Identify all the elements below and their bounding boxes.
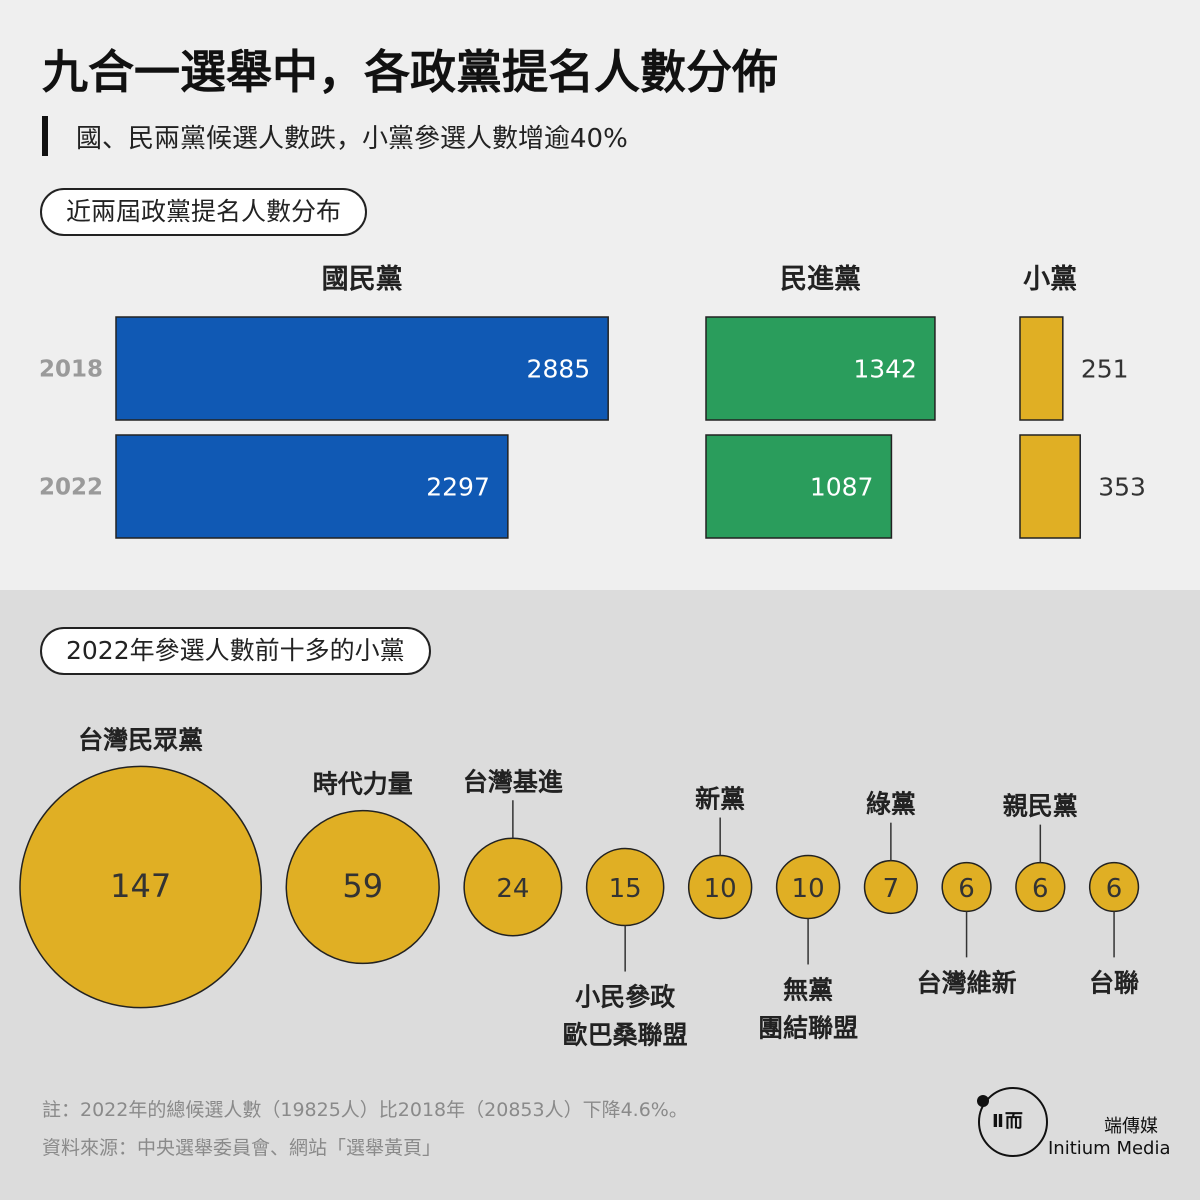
bubble-value-label: 10 bbox=[704, 874, 737, 904]
bar-value-label: 2885 bbox=[527, 355, 591, 384]
bubble bbox=[19, 765, 263, 1009]
party-name-label: 台灣維新 bbox=[917, 968, 1017, 997]
party-name-label: 歐巴桑聯盟 bbox=[563, 1021, 688, 1050]
party-name-label: 團結聯盟 bbox=[758, 1013, 858, 1042]
party-nominations-bar-chart: 2018 2022 國民黨 2885 2297 民進黨 1342 1087 小黨 251 353 bbox=[39, 264, 1146, 539]
party-name-label: 新黨 bbox=[695, 785, 745, 814]
bubble-value-label: 59 bbox=[342, 867, 383, 905]
party-name-label: 台灣民眾黨 bbox=[78, 725, 203, 754]
bar bbox=[115, 316, 609, 421]
bubble-value-label: 15 bbox=[609, 874, 642, 904]
party-header: 國民黨 bbox=[322, 264, 403, 295]
subtitle-accent-bar bbox=[42, 116, 48, 156]
year-label: 2018 bbox=[39, 357, 103, 383]
bubble-value-label: 147 bbox=[110, 867, 171, 905]
bar bbox=[705, 316, 936, 421]
bar-value-label: 1342 bbox=[853, 355, 917, 384]
bubble-value-label: 10 bbox=[792, 874, 825, 904]
bubble-value-label: 6 bbox=[1106, 874, 1123, 904]
section-label-party-nominations: 近兩屆政黨提名人數分布 bbox=[40, 188, 368, 236]
bar bbox=[115, 434, 509, 539]
bubble-value-label: 6 bbox=[958, 874, 975, 904]
bar bbox=[1019, 434, 1081, 539]
bar-value-label: 1087 bbox=[810, 473, 874, 502]
bar-value-label: 2297 bbox=[426, 473, 490, 502]
brand-name-english: Initium Media bbox=[1048, 1138, 1171, 1159]
section-label-minor-parties: 2022年參選人數前十多的小黨 bbox=[40, 627, 431, 675]
party-name-label: 親民黨 bbox=[1003, 792, 1078, 821]
bubble bbox=[285, 809, 440, 965]
source-note: 資料來源：中央選舉委員會、網站「選舉黃頁」 bbox=[42, 1137, 442, 1159]
bar bbox=[705, 434, 893, 539]
initium-logo-icon: Ⅱ而 bbox=[977, 1087, 1048, 1157]
party-name-label: 無黨 bbox=[783, 975, 833, 1004]
bubble-value-label: 7 bbox=[883, 874, 900, 904]
party-name-label: 台灣基進 bbox=[463, 767, 563, 796]
bubble bbox=[863, 859, 918, 915]
bubble-value-label: 6 bbox=[1032, 874, 1049, 904]
party-name-label: 小民參政 bbox=[575, 983, 676, 1012]
bar-value-label: 353 bbox=[1098, 473, 1146, 502]
party-name-label: 綠黨 bbox=[866, 790, 916, 819]
bar-value-label: 251 bbox=[1081, 355, 1129, 384]
page-subtitle: 國、民兩黨候選人數跌，小黨參選人數增逾40% bbox=[76, 124, 628, 154]
brand-name-chinese: 端傳媒 bbox=[1104, 1116, 1158, 1137]
party-header: 民進黨 bbox=[780, 264, 861, 295]
year-label: 2022 bbox=[39, 475, 103, 501]
bar bbox=[1019, 316, 1064, 421]
party-name-label: 台聯 bbox=[1089, 968, 1139, 997]
party-header: 小黨 bbox=[1023, 264, 1077, 295]
bubble-value-label: 24 bbox=[496, 874, 529, 904]
logo-dot-icon bbox=[977, 1095, 989, 1107]
logo-glyph: Ⅱ而 bbox=[992, 1111, 1024, 1132]
party-name-label: 時代力量 bbox=[313, 770, 413, 799]
footnote: 註：2022年的總候選人數（19825人）比2018年（20853人）下降4.6… bbox=[42, 1099, 688, 1121]
page-title: 九合一選舉中，各政黨提名人數分佈 bbox=[42, 45, 778, 99]
